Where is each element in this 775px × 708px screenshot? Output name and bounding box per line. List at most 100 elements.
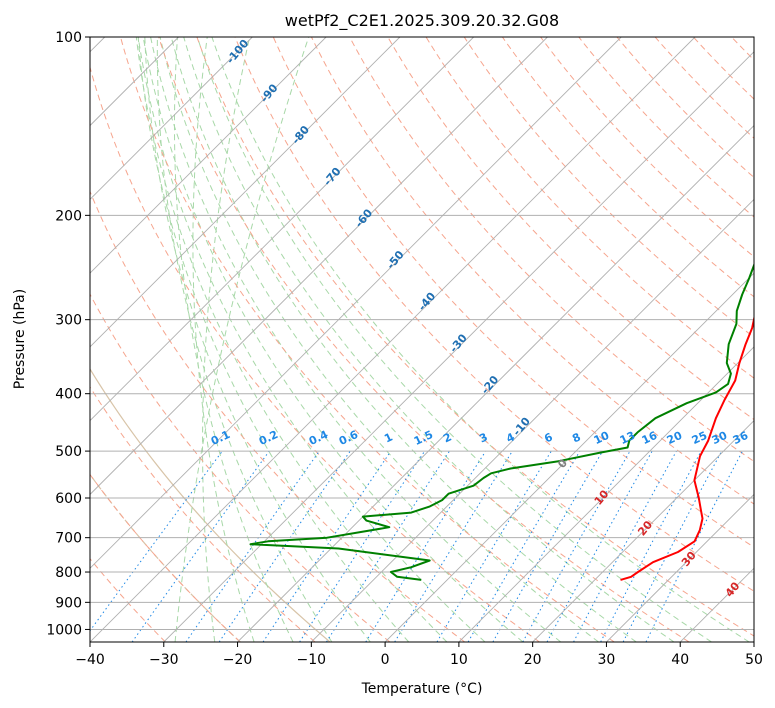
isotherm bbox=[458, 346, 754, 642]
x-tick-label: 30 bbox=[598, 652, 616, 668]
dry-adiabat bbox=[425, 37, 754, 379]
mixing-ratio-line bbox=[573, 450, 677, 642]
dewpoint-profile-line bbox=[249, 262, 754, 581]
mixing-ratio-label: 2 bbox=[441, 430, 453, 445]
y-tick-label: 700 bbox=[55, 531, 82, 547]
moist-adiabat bbox=[192, 37, 255, 642]
isotherm bbox=[90, 37, 401, 348]
mixing-ratio-label: 1.5 bbox=[412, 428, 435, 448]
dry-adiabat bbox=[731, 37, 754, 61]
isotherm bbox=[384, 272, 754, 642]
isotherm bbox=[90, 37, 253, 200]
mixing-ratio-label: 0.4 bbox=[307, 428, 330, 448]
mixing-ratio-line bbox=[522, 450, 631, 642]
dry-adiabat-label: -60 bbox=[352, 206, 375, 230]
dry-adiabat bbox=[387, 37, 754, 421]
isotherm bbox=[606, 493, 754, 642]
y-axis-label: Pressure (hPa) bbox=[12, 289, 28, 389]
dry-adiabat bbox=[196, 37, 754, 637]
mixing-ratio-line bbox=[185, 450, 320, 642]
moist-adiabat bbox=[196, 37, 712, 642]
y-tick-label: 600 bbox=[55, 491, 82, 507]
x-tick-label: −40 bbox=[75, 652, 105, 668]
mixing-ratio-label: 16 bbox=[640, 429, 660, 447]
chart-title: wetPf2_C2E1.2025.309.20.32.G08 bbox=[285, 11, 559, 31]
mixing-ratio-line bbox=[394, 450, 513, 642]
x-tick-label: 40 bbox=[671, 652, 689, 668]
mixing-ratio-label: 6 bbox=[542, 430, 555, 445]
y-tick-label: 100 bbox=[55, 30, 82, 46]
mixing-ratio-line bbox=[299, 450, 426, 642]
mixing-ratio-line bbox=[262, 450, 392, 642]
mixing-ratio-label: 25 bbox=[690, 429, 709, 447]
mixing-ratio-label: 8 bbox=[570, 430, 582, 445]
dry-adiabat-label: -10 bbox=[510, 415, 533, 439]
dry-adiabat bbox=[234, 37, 754, 592]
dry-adiabat bbox=[120, 37, 615, 642]
isotherm bbox=[311, 198, 754, 642]
isotherm bbox=[679, 567, 754, 642]
mixing-ratio-line bbox=[218, 450, 351, 642]
dry-adiabat bbox=[692, 37, 754, 100]
isotherm bbox=[90, 37, 548, 496]
mixing-ratio-line bbox=[467, 450, 581, 642]
mixing-ratio-label: 0.1 bbox=[209, 428, 232, 448]
x-tick-label: −20 bbox=[223, 652, 253, 668]
x-tick-label: 10 bbox=[450, 652, 468, 668]
moist-adiabat bbox=[202, 37, 251, 642]
moist-adiabat bbox=[142, 37, 524, 642]
mixing-ratio-label: 10 bbox=[592, 429, 612, 447]
dry-adiabat bbox=[501, 37, 754, 298]
mixing-ratio-line bbox=[90, 450, 223, 632]
dry-adiabat bbox=[272, 37, 754, 548]
dry-adiabat bbox=[90, 190, 465, 642]
x-axis-label: Temperature (°C) bbox=[361, 681, 483, 697]
theta-e-curve bbox=[90, 473, 241, 642]
moist-adiabat bbox=[150, 37, 562, 642]
x-tick-label: 50 bbox=[745, 652, 763, 668]
mixing-ratio-line bbox=[622, 450, 723, 642]
dry-adiabat bbox=[158, 37, 690, 642]
dry-adiabat bbox=[90, 65, 540, 642]
plot-frame bbox=[89, 36, 755, 643]
dry-adiabat-label: -100 bbox=[224, 37, 252, 67]
moist-adiabat bbox=[137, 37, 486, 642]
moist-adiabat bbox=[159, 37, 599, 642]
moist-adiabat bbox=[173, 37, 294, 642]
mixing-ratio-line bbox=[365, 450, 487, 642]
isotherm bbox=[532, 420, 754, 642]
dry-adiabat bbox=[310, 37, 754, 505]
moist-adiabat bbox=[137, 37, 410, 642]
y-tick-label: 800 bbox=[55, 565, 82, 581]
x-tick-label: 20 bbox=[524, 652, 542, 668]
y-tick-label: 500 bbox=[55, 444, 82, 460]
temperature-profile-line bbox=[620, 314, 754, 581]
mixing-ratio-label: 20 bbox=[665, 429, 685, 447]
moist-adiabat bbox=[174, 37, 310, 642]
dry-adiabat-label: -80 bbox=[289, 123, 312, 147]
isotherm bbox=[90, 37, 474, 422]
theta-e-curve bbox=[90, 367, 331, 642]
isotherm bbox=[753, 641, 754, 642]
dry-adiabat bbox=[654, 37, 754, 139]
x-tick-label: −10 bbox=[297, 652, 327, 668]
y-tick-label: 200 bbox=[55, 208, 82, 224]
dry-adiabat bbox=[770, 37, 775, 642]
moist-adiabat bbox=[144, 37, 371, 642]
mixing-ratio-label: 0.6 bbox=[337, 428, 360, 448]
dry-adiabat bbox=[90, 473, 241, 642]
dry-adiabat-label: -30 bbox=[447, 331, 470, 355]
isotherm bbox=[237, 124, 754, 642]
mixing-ratio-line bbox=[546, 450, 653, 642]
dry-adiabat-label: 20 bbox=[635, 518, 655, 538]
mixing-ratio-label: 30 bbox=[710, 429, 730, 447]
dry-adiabat bbox=[349, 37, 754, 463]
mixing-ratio-label: 1 bbox=[382, 430, 394, 445]
dry-adiabat-label: -40 bbox=[416, 290, 439, 314]
x-tick-label: −30 bbox=[149, 652, 179, 668]
moist-adiabat bbox=[156, 37, 333, 642]
mixing-ratio-label: 36 bbox=[731, 429, 751, 447]
moist-adiabat bbox=[135, 37, 448, 642]
isotherm bbox=[90, 37, 696, 642]
